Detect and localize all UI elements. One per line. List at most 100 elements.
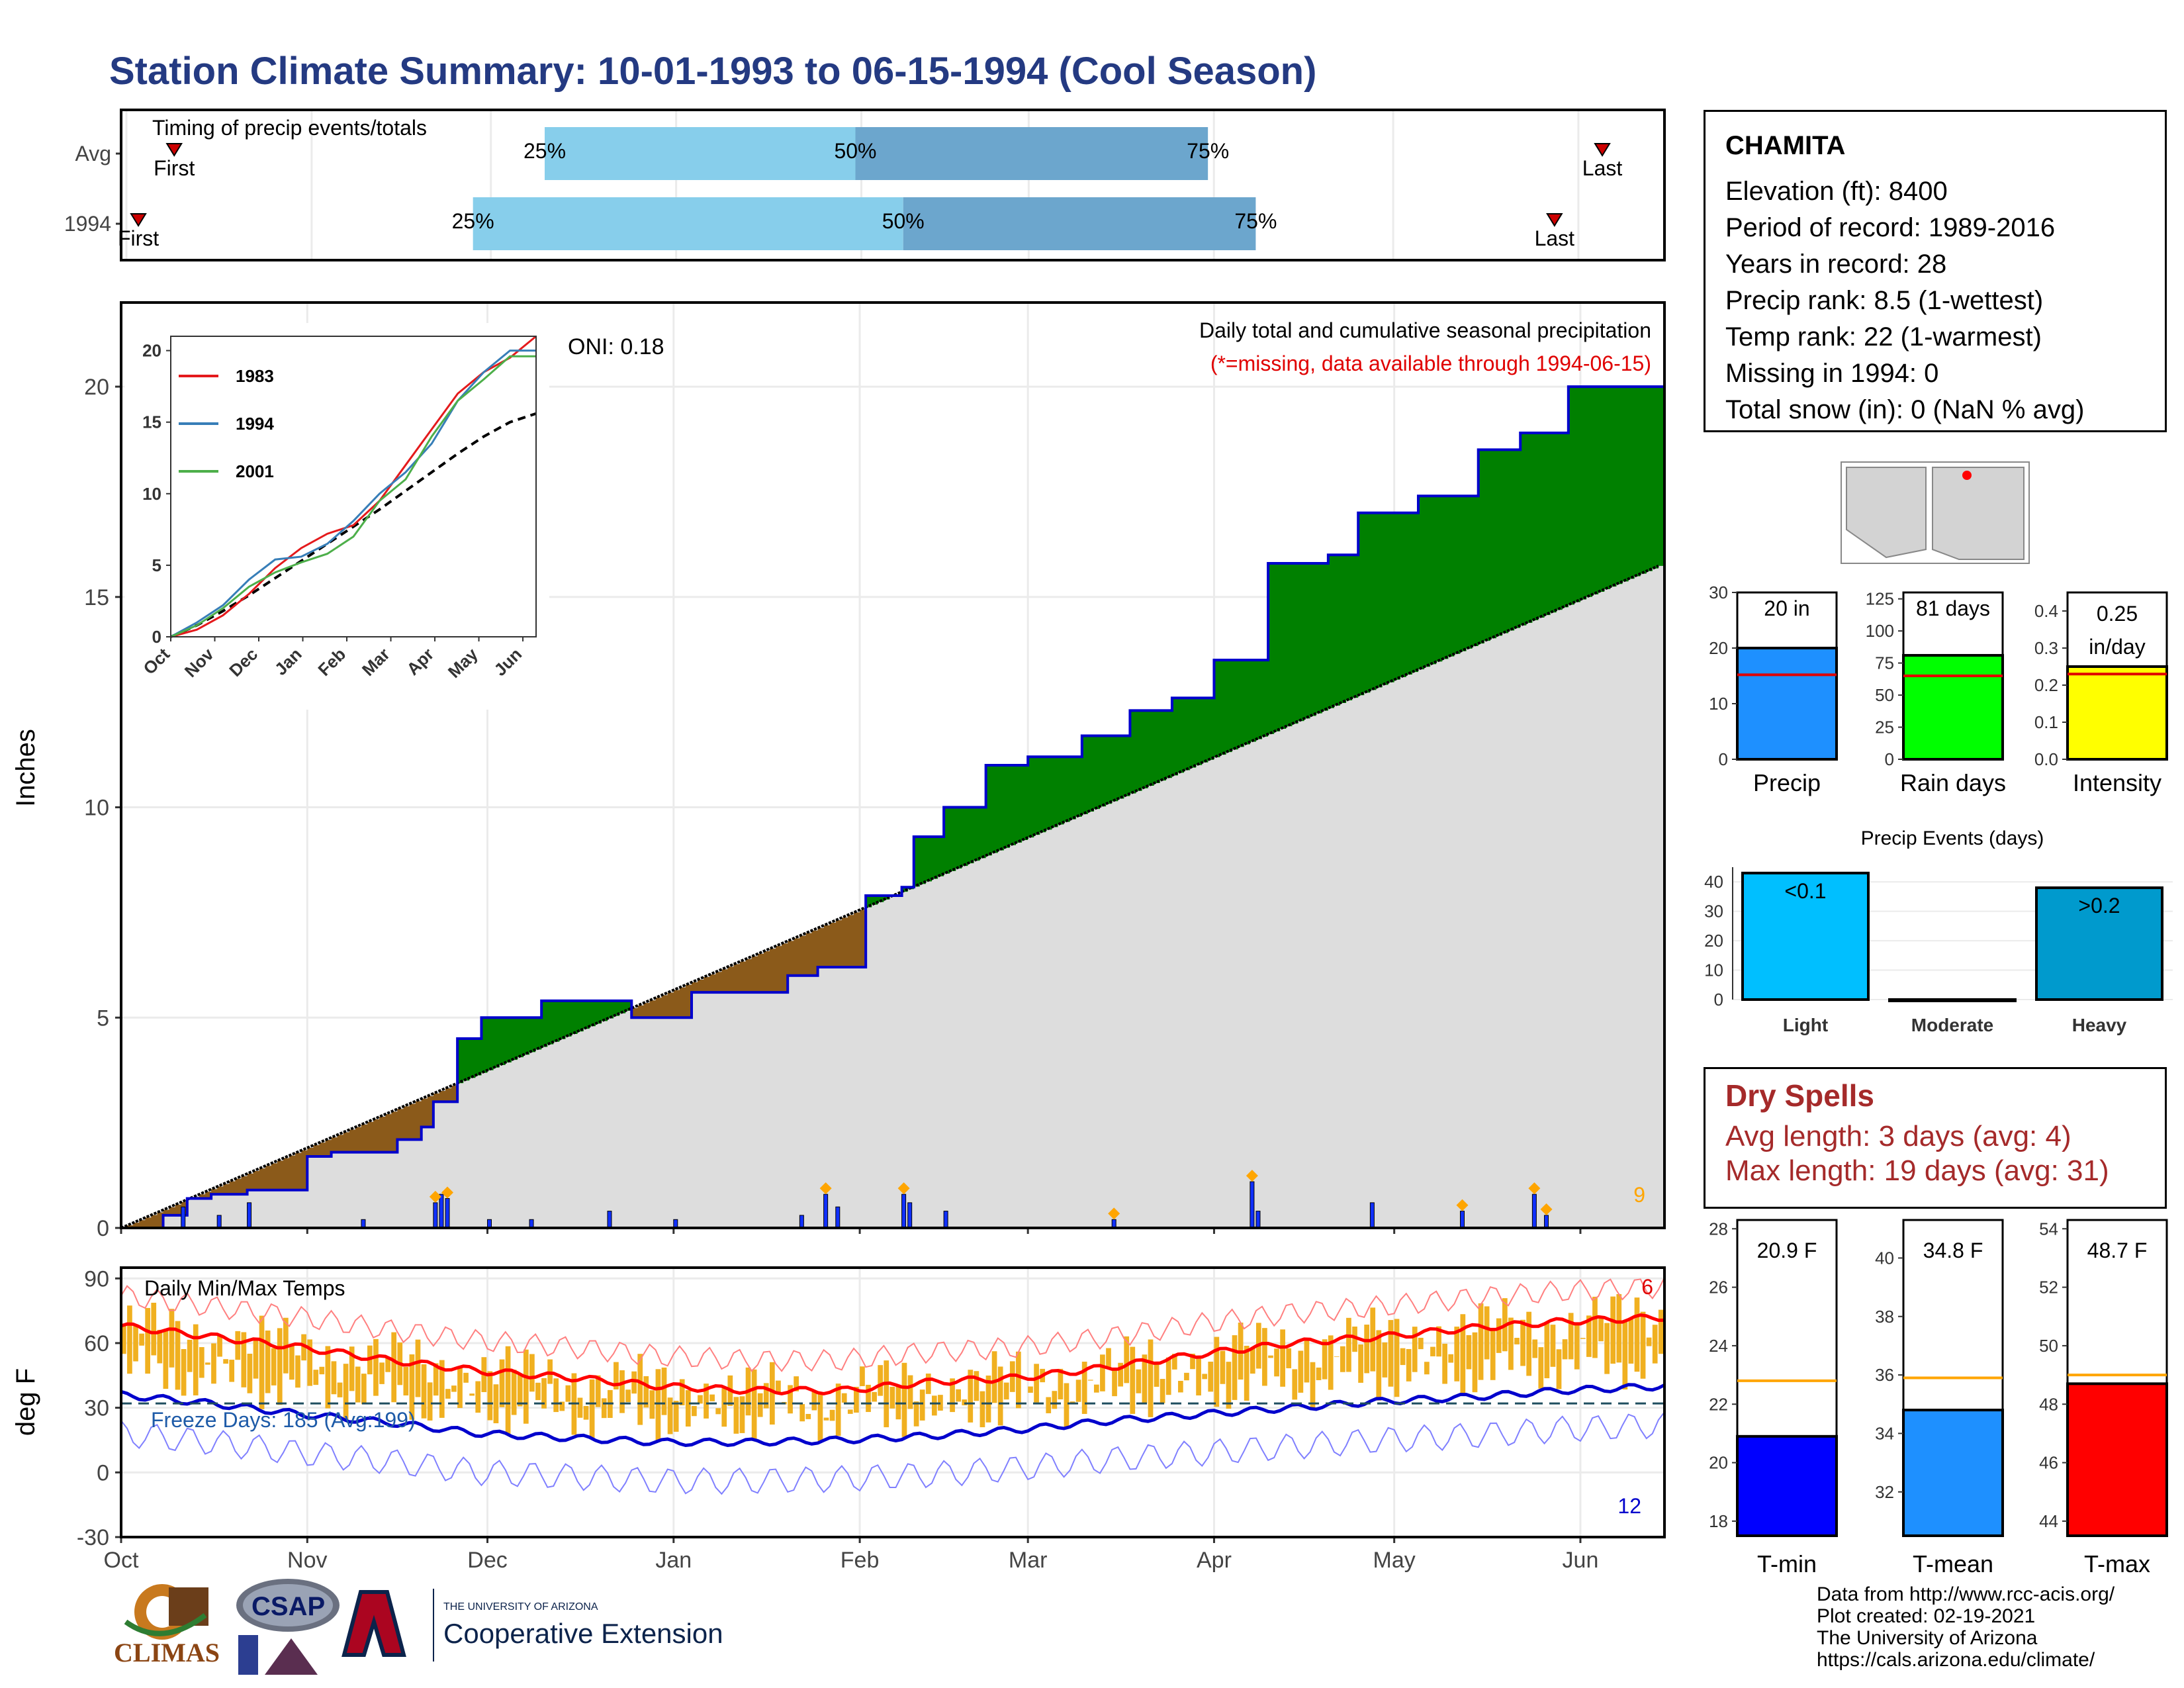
daily-temp-range-bar — [1328, 1335, 1334, 1390]
temp-summary-bar — [2066, 1382, 2168, 1537]
daily-temp-range-bar — [589, 1379, 595, 1438]
quartile-bar-q2-q3 — [855, 127, 1208, 180]
daily-temp-range-bar — [1165, 1357, 1171, 1395]
daily-temp-range-bar — [1394, 1319, 1400, 1397]
first-label: First — [118, 226, 159, 250]
daily-temp-range-bar — [1232, 1335, 1238, 1400]
daily-temp-range-bar — [805, 1413, 811, 1419]
precip-y-tick-label: 0 — [97, 1216, 109, 1241]
daily-temp-range-bar — [1598, 1316, 1604, 1342]
daily-temp-range-bar — [1196, 1358, 1201, 1396]
extreme-precip-marker — [429, 1190, 441, 1203]
daily-temp-range-bar — [1622, 1321, 1628, 1389]
daily-temp-range-bar — [1220, 1350, 1226, 1384]
daily-temp-range-bar — [1556, 1349, 1562, 1389]
daily-temp-range-bar — [1280, 1329, 1285, 1387]
daily-temp-range-bar — [517, 1374, 523, 1407]
daily-temp-range-bar — [313, 1370, 319, 1385]
precip-y-tick-label: 5 — [97, 1006, 109, 1031]
temp-summary-tick-label: 26 — [1709, 1278, 1728, 1297]
daily-temp-range-bar — [931, 1395, 937, 1416]
temp-summary-tick-label: 48 — [2039, 1394, 2058, 1414]
daily-temp-range-bar — [433, 1363, 439, 1396]
timing-row-label: Avg — [75, 142, 111, 165]
summary-tick-label: 30 — [1709, 583, 1728, 602]
summary-tick-label: 75 — [1875, 653, 1894, 673]
temp-y-tick-label: 0 — [97, 1460, 109, 1485]
inset-legend-label: 2001 — [236, 461, 274, 481]
daily-temp-range-bar — [187, 1339, 193, 1372]
station-precip-rank: Precip rank: 8.5 (1-wettest) — [1725, 286, 2044, 315]
daily-temp-range-bar — [1214, 1336, 1220, 1407]
summary-tick-label: 0.0 — [2034, 749, 2058, 769]
daily-temp-range-bar — [889, 1386, 895, 1409]
temp-summary-tick-label: 24 — [1709, 1336, 1728, 1356]
daily-temp-range-bar — [487, 1371, 493, 1421]
daily-temp-range-bar — [1418, 1337, 1424, 1350]
logos: CLIMAS CSAP THE UNIVERSITY OF ARIZONA Co… — [114, 1579, 723, 1675]
temp-summary-tick-label: 20 — [1709, 1453, 1728, 1473]
csap-text: CSAP — [251, 1592, 325, 1621]
csap-logo: CSAP — [236, 1579, 340, 1675]
summary-bar — [1902, 653, 2004, 761]
daily-temp-range-bar — [463, 1372, 469, 1383]
daily-temp-range-bar — [211, 1343, 216, 1384]
map-state-az — [1846, 467, 1927, 559]
daily-temp-range-bar — [1580, 1338, 1586, 1339]
daily-temp-range-bar — [1160, 1379, 1165, 1403]
daily-temp-range-bar — [1052, 1391, 1058, 1409]
temp-summary-tick-label: 32 — [1875, 1482, 1894, 1502]
first-event-marker — [165, 143, 183, 157]
daily-temp-range-bar — [1412, 1327, 1418, 1372]
daily-temp-range-bar — [1538, 1347, 1544, 1389]
daily-temp-range-bar — [1478, 1303, 1484, 1380]
daily-temp-range-bar — [1400, 1348, 1406, 1366]
temp-summary-tick-label: 34 — [1875, 1423, 1894, 1443]
inset-series-line — [170, 335, 537, 638]
daily-temp-range-bar — [1100, 1354, 1105, 1391]
inset-frame — [170, 336, 537, 637]
daily-temp-range-bar — [1424, 1362, 1430, 1375]
daily-precip-bar — [607, 1211, 612, 1229]
daily-temp-range-bar — [475, 1381, 481, 1413]
summary-tick-label: 0.4 — [2034, 601, 2058, 621]
daily-temp-range-bar — [685, 1390, 691, 1427]
daily-temp-range-bar — [715, 1408, 721, 1415]
inset-avg-line — [170, 412, 537, 638]
daily-temp-range-bar — [974, 1371, 979, 1401]
station-missing: Missing in 1994: 0 — [1725, 359, 1939, 388]
temp-y-axis-label: deg F — [11, 1368, 40, 1436]
daily-temp-range-bar — [1250, 1348, 1255, 1374]
station-temp-rank: Temp rank: 22 (1-warmest) — [1725, 322, 2042, 352]
daily-temp-range-bar — [625, 1389, 631, 1403]
inset-y-tick-label: 15 — [142, 412, 161, 432]
temp-summary-tick-label: 28 — [1709, 1219, 1728, 1239]
daily-temp-range-bar — [643, 1376, 649, 1408]
daily-temp-range-bar — [1058, 1368, 1064, 1399]
temp-summary-tick-label: 46 — [2039, 1453, 2058, 1473]
summary-tick-label: 125 — [1866, 589, 1894, 609]
precip-y-tick-label: 15 — [84, 585, 109, 610]
temp-summary-tick-label: 38 — [1875, 1307, 1894, 1327]
daily-temp-range-bar — [704, 1383, 709, 1419]
daily-temp-range-bar — [823, 1417, 829, 1421]
summary-value-label: 20 in — [1764, 596, 1809, 620]
events-tick-label: 0 — [1714, 990, 1723, 1009]
extreme-precip-marker — [441, 1186, 453, 1199]
daily-temp-range-bar — [451, 1385, 457, 1392]
daily-temp-range-bar — [1526, 1311, 1532, 1376]
timing-panel-frame — [120, 109, 1666, 261]
precip-y-tick-label: 20 — [84, 375, 109, 400]
daily-temp-range-bar — [901, 1362, 907, 1437]
temp-x-tick-label: Mar — [1009, 1548, 1048, 1573]
temp-x-tick-label: Apr — [1197, 1548, 1232, 1573]
daily-temp-range-bar — [763, 1383, 769, 1409]
temp-summary-tick-label: 18 — [1709, 1511, 1728, 1531]
daily-temp-range-bar — [157, 1329, 163, 1364]
daily-temp-range-bar — [253, 1340, 259, 1379]
daily-temp-range-bar — [769, 1362, 775, 1425]
daily-temp-range-bar — [403, 1366, 409, 1396]
daily-temp-range-bar — [709, 1394, 715, 1401]
daily-temp-range-bar — [1376, 1330, 1382, 1401]
station-snow: Total snow (in): 0 (NaN % avg) — [1725, 395, 2085, 424]
